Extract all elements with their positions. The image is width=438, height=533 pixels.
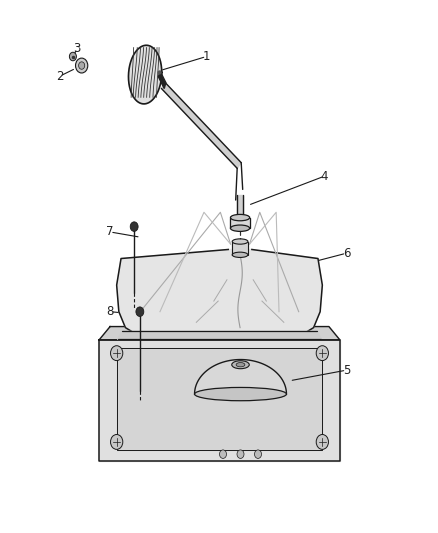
Circle shape <box>237 450 244 458</box>
Text: 3: 3 <box>74 42 81 55</box>
Polygon shape <box>117 348 321 450</box>
Polygon shape <box>237 195 243 220</box>
Polygon shape <box>194 360 286 394</box>
Ellipse shape <box>230 214 249 221</box>
Polygon shape <box>99 327 339 340</box>
Circle shape <box>254 450 261 458</box>
Polygon shape <box>161 83 240 168</box>
Circle shape <box>136 307 144 317</box>
Ellipse shape <box>232 239 247 244</box>
Ellipse shape <box>232 252 247 257</box>
Circle shape <box>69 52 76 61</box>
Circle shape <box>315 346 328 361</box>
Circle shape <box>78 62 85 69</box>
Polygon shape <box>158 71 166 88</box>
Circle shape <box>110 346 123 361</box>
Polygon shape <box>128 45 161 104</box>
Text: 7: 7 <box>106 225 113 238</box>
Circle shape <box>110 434 123 449</box>
Circle shape <box>219 450 226 458</box>
Circle shape <box>315 434 328 449</box>
Ellipse shape <box>230 225 249 231</box>
Text: 2: 2 <box>56 70 64 83</box>
Circle shape <box>75 58 88 73</box>
Circle shape <box>130 222 138 231</box>
Polygon shape <box>117 249 321 333</box>
Text: 8: 8 <box>106 305 113 318</box>
Text: 4: 4 <box>320 169 328 183</box>
Polygon shape <box>232 241 247 255</box>
Ellipse shape <box>236 362 244 367</box>
Ellipse shape <box>231 361 249 369</box>
Polygon shape <box>230 217 249 228</box>
Text: 1: 1 <box>202 50 210 63</box>
Polygon shape <box>117 332 321 340</box>
Text: 6: 6 <box>342 247 350 260</box>
Ellipse shape <box>194 387 286 401</box>
Text: 5: 5 <box>342 364 349 377</box>
Polygon shape <box>99 340 339 461</box>
